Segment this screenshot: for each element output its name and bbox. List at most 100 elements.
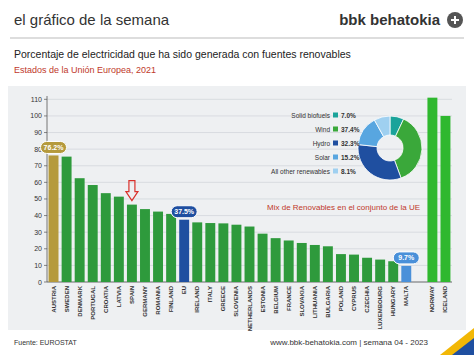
bar [401, 266, 411, 282]
y-tick-label: 60 [34, 179, 42, 186]
tick-mark [44, 99, 47, 100]
grid-line [47, 182, 452, 183]
bar [114, 197, 124, 282]
x-tick-label: MALTA [403, 285, 409, 306]
x-tick-label: DENMARK [77, 285, 83, 316]
site: www.bbk-behatokia.com | semana 04 - 2023 [269, 338, 428, 347]
x-tick-label: GERMANY [142, 286, 148, 317]
tick-mark [44, 215, 47, 216]
pie-label: Solid biofuels [291, 112, 330, 119]
bar [88, 185, 98, 282]
pie-value-label: 37.4% [341, 126, 360, 133]
x-tick-label: POLAND [338, 285, 344, 311]
x-tick-label: CZECHIA [364, 285, 370, 312]
x-tick-label: IRELAND [194, 285, 200, 312]
bar [75, 178, 85, 282]
x-tick-label: CYPRUS [351, 286, 357, 311]
x-tick-label: BELGIUM [273, 286, 279, 314]
pie-value-label: 8.1% [341, 168, 356, 175]
decor [452, 338, 474, 355]
legend-swatch [333, 155, 338, 160]
source: Fuente: EUROSTAT [14, 339, 77, 346]
bar [323, 246, 333, 282]
arrow [126, 181, 138, 201]
tick-mark [44, 115, 47, 116]
y-tick-label: 100 [30, 112, 42, 119]
grid-line [47, 149, 452, 150]
x-tick-label: SLOVENIA [233, 285, 239, 316]
x-tick-label: PORTUGAL [90, 286, 96, 320]
data-label-badge [393, 252, 419, 264]
data-label: 9.7% [398, 254, 415, 261]
bar [362, 258, 372, 282]
pie-slice [358, 145, 401, 180]
header-rule [10, 38, 464, 39]
x-tick-label: FINLAND [168, 285, 174, 312]
bar [49, 155, 59, 282]
x-tick-label: LATVIA [116, 285, 122, 307]
data-label: 76.2% [44, 144, 65, 151]
x-tick-label: ROMANIA [155, 285, 161, 314]
bar [297, 243, 307, 282]
logo-icon [447, 12, 463, 28]
tick-mark [44, 165, 47, 166]
pie-value-label: 7.0% [341, 112, 356, 119]
x-tick-label: FRANCE [286, 286, 292, 311]
x-tick-label: BULGARIA [325, 285, 331, 317]
x-tick-label: ICELAND [442, 285, 448, 312]
tick-mark [44, 198, 47, 199]
y-tick-label: 40 [34, 212, 42, 219]
chart-subtitle: Estados de la Unión Europea, 2021 [14, 65, 156, 75]
y-tick-label: 70 [34, 162, 42, 169]
pie-slice [374, 116, 390, 137]
y-tick-label: 110 [31, 96, 42, 103]
bar [62, 157, 72, 282]
bar [153, 212, 163, 282]
legend-swatch [333, 169, 338, 174]
pie-slice [394, 119, 422, 178]
x-tick-label: HUNGARY [390, 286, 396, 316]
pie [358, 116, 422, 180]
canvas: el gráfico de la semanabbk behatokiaPorc… [0, 0, 474, 355]
tick-mark [44, 132, 47, 133]
tick-mark [44, 232, 47, 233]
bar [388, 261, 398, 282]
bar [140, 209, 150, 282]
bar [245, 227, 255, 282]
y-tick-label: 50 [34, 195, 42, 202]
bar [284, 240, 294, 282]
x-tick-label: SPAIN [129, 286, 135, 304]
legend-swatch [333, 113, 338, 118]
x-tick-label: LITHUANIA [312, 285, 318, 318]
x-tick-label: NORWAY [429, 286, 435, 312]
pie-label: Hydro [313, 140, 331, 148]
tick-mark [44, 182, 47, 183]
tick-mark [44, 282, 47, 283]
x-tick-label: GREECE [220, 286, 226, 311]
bars [49, 98, 451, 282]
grid-line [47, 99, 452, 100]
bar [441, 116, 451, 282]
bar [179, 220, 189, 282]
bar [127, 205, 137, 282]
tick-mark [44, 265, 47, 266]
x-tick-label: SWEDEN [64, 286, 70, 312]
data-label-badge [41, 141, 67, 153]
bar [349, 255, 359, 282]
y-tick-label: 90 [34, 129, 42, 136]
pie-label: Solar [315, 154, 331, 161]
y-tick-label: 30 [34, 229, 42, 236]
x-tick-label: EU [181, 286, 187, 294]
legend-swatch [333, 141, 338, 146]
tick-mark [44, 248, 47, 249]
brand: bbk behatokia [339, 11, 441, 28]
x-tick-label: ITALY [207, 286, 213, 302]
bar [205, 223, 215, 282]
y-tick-label: 20 [34, 245, 42, 252]
bar [166, 214, 176, 282]
plot-background [8, 86, 466, 330]
bar [271, 238, 281, 282]
decor [440, 328, 474, 355]
bar [231, 225, 241, 282]
bar [258, 234, 268, 282]
